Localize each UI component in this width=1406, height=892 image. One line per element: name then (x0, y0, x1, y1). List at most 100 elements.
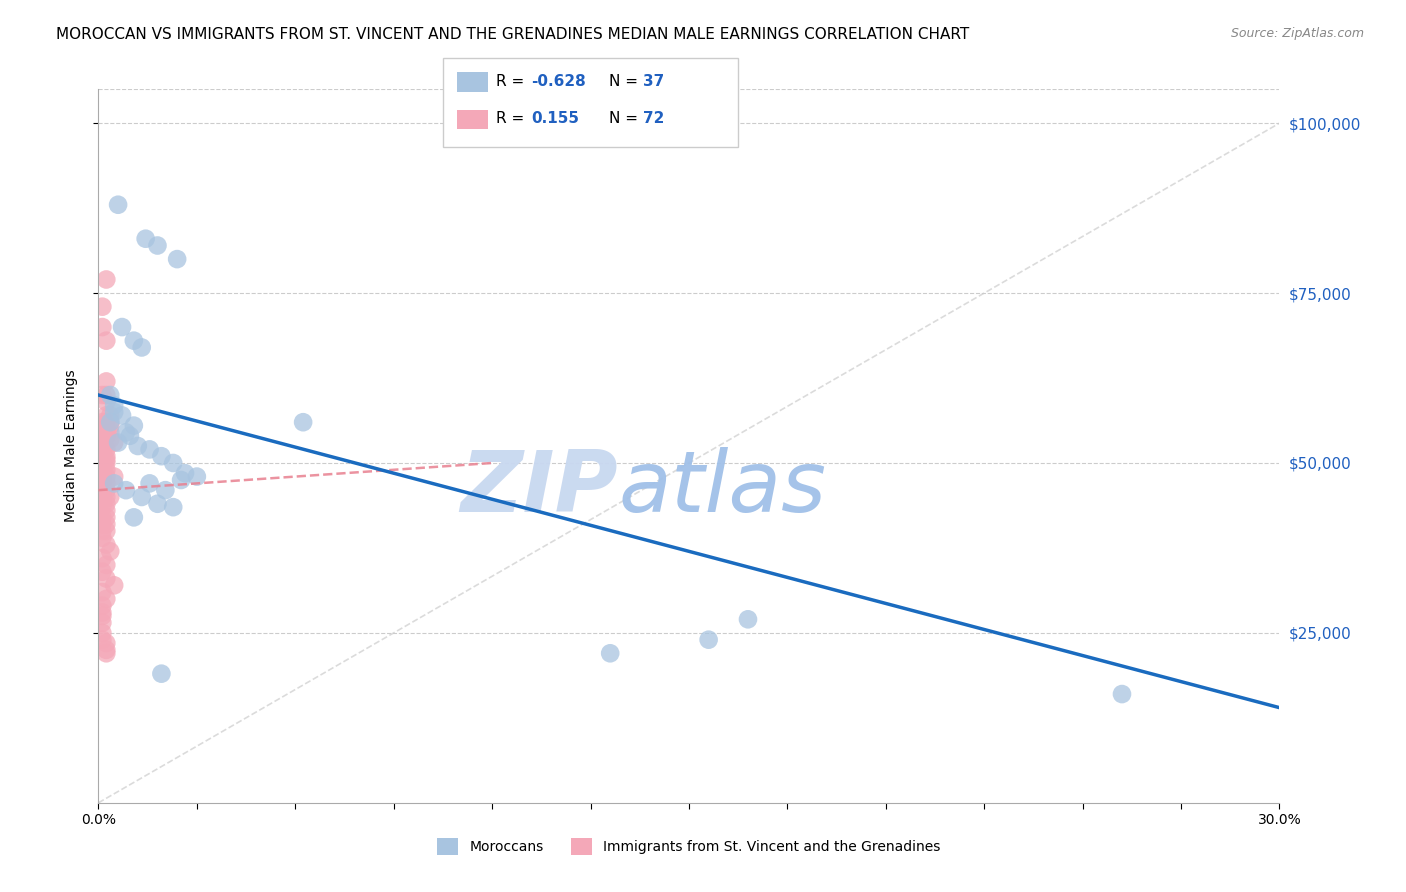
Point (96, 497, 118, 511)
Point (91, 632, 114, 647)
Point (174, 466, 197, 480)
Point (96, 415, 118, 429)
Point (103, 476, 125, 491)
Text: -0.628: -0.628 (531, 74, 586, 88)
Point (96, 524, 118, 538)
Point (91, 585, 114, 599)
Point (96, 334, 118, 348)
Point (91, 466, 114, 480)
Point (98, 425, 121, 440)
Point (111, 409, 134, 423)
Text: 0.155: 0.155 (531, 112, 579, 126)
Point (96, 476, 118, 491)
Point (96, 452, 118, 467)
Point (135, 232, 157, 246)
Point (103, 435, 125, 450)
Point (122, 334, 145, 348)
Point (98, 409, 121, 423)
Point (98, 490, 121, 504)
Point (103, 398, 125, 412)
Point (96, 490, 118, 504)
Point (91, 473, 114, 487)
Point (122, 510, 145, 524)
Point (91, 517, 114, 532)
Point (162, 500, 184, 515)
Point (91, 459, 114, 474)
Y-axis label: Median Male Earnings: Median Male Earnings (63, 369, 77, 523)
Point (91, 500, 114, 515)
Point (91, 456, 114, 470)
Point (186, 469, 208, 483)
Point (98, 432, 121, 446)
Point (292, 415, 315, 429)
Point (150, 449, 173, 463)
Text: atlas: atlas (619, 447, 827, 531)
Point (599, 646, 621, 660)
Point (96, 636, 118, 650)
Point (91, 429, 114, 443)
Point (98, 415, 121, 429)
Point (103, 469, 125, 483)
Point (115, 425, 138, 440)
Point (162, 456, 184, 470)
Point (155, 483, 177, 498)
Text: R =: R = (496, 74, 530, 88)
Point (96, 591, 118, 606)
Point (91, 446, 114, 460)
Point (91, 510, 114, 524)
Point (96, 558, 118, 572)
Text: ZIP: ZIP (460, 447, 619, 531)
Point (98, 415, 121, 429)
Point (96, 394, 118, 409)
Point (91, 615, 114, 630)
Point (146, 238, 169, 252)
Point (96, 503, 118, 517)
Point (138, 442, 160, 457)
Point (96, 375, 118, 389)
Point (138, 476, 160, 491)
Point (91, 599, 114, 613)
Point (96, 537, 118, 551)
Point (697, 632, 720, 647)
Point (91, 608, 114, 623)
Text: MOROCCAN VS IMMIGRANTS FROM ST. VINCENT AND THE GRENADINES MEDIAN MALE EARNINGS : MOROCCAN VS IMMIGRANTS FROM ST. VINCENT … (56, 27, 970, 42)
Point (96, 449, 118, 463)
Point (96, 469, 118, 483)
Point (111, 320, 134, 334)
Point (91, 626, 114, 640)
Point (146, 497, 169, 511)
Point (115, 483, 138, 498)
Point (107, 198, 129, 212)
Point (98, 418, 121, 433)
Point (91, 606, 114, 620)
Point (96, 272, 118, 286)
Point (737, 612, 759, 626)
Point (98, 544, 121, 558)
Point (122, 418, 145, 433)
Point (91, 415, 114, 429)
Text: R =: R = (496, 112, 534, 126)
Point (96, 572, 118, 586)
Point (96, 510, 118, 524)
Point (91, 551, 114, 566)
Point (118, 429, 141, 443)
Point (170, 473, 193, 487)
Point (131, 341, 153, 355)
Point (98, 388, 121, 402)
Point (91, 531, 114, 545)
Point (96, 483, 118, 498)
Point (91, 565, 114, 579)
Point (91, 524, 114, 538)
Point (96, 429, 118, 443)
Point (91, 388, 114, 402)
Point (150, 666, 173, 681)
Point (1111, 687, 1133, 701)
Point (96, 646, 118, 660)
Text: 72: 72 (643, 112, 664, 126)
Point (103, 405, 125, 419)
Point (96, 409, 118, 423)
Point (127, 439, 149, 453)
Point (91, 486, 114, 500)
Text: Source: ZipAtlas.com: Source: ZipAtlas.com (1230, 27, 1364, 40)
Text: 37: 37 (643, 74, 664, 88)
